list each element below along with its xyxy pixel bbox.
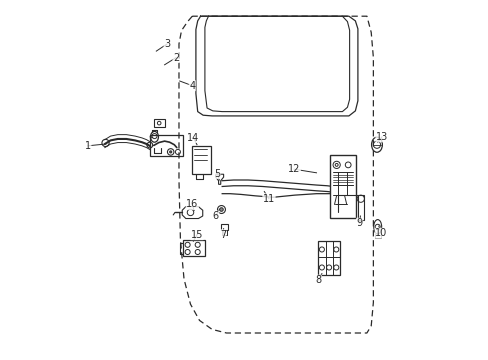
Bar bbox=[192, 146, 211, 174]
Text: 8: 8 bbox=[315, 275, 321, 285]
Bar bbox=[153, 119, 164, 127]
Text: 13: 13 bbox=[375, 132, 387, 142]
Text: 5: 5 bbox=[214, 168, 220, 179]
Text: 15: 15 bbox=[190, 230, 203, 240]
Circle shape bbox=[219, 208, 223, 211]
Circle shape bbox=[169, 151, 171, 153]
Text: 10: 10 bbox=[374, 228, 386, 238]
Text: 4: 4 bbox=[189, 81, 195, 91]
Bar bbox=[357, 195, 363, 220]
Text: 16: 16 bbox=[186, 199, 198, 210]
Bar bbox=[329, 155, 355, 218]
Bar bbox=[318, 241, 339, 275]
Text: 9: 9 bbox=[356, 218, 362, 228]
Bar bbox=[183, 240, 204, 256]
Text: 3: 3 bbox=[163, 39, 170, 49]
Bar bbox=[150, 135, 182, 156]
Text: 6: 6 bbox=[212, 211, 218, 221]
Text: 7: 7 bbox=[219, 230, 225, 240]
Text: 14: 14 bbox=[187, 132, 199, 143]
Text: 11: 11 bbox=[263, 194, 275, 204]
Text: 1: 1 bbox=[84, 141, 91, 151]
Text: 12: 12 bbox=[287, 164, 300, 174]
Bar bbox=[221, 224, 228, 230]
Text: 2: 2 bbox=[173, 53, 179, 63]
